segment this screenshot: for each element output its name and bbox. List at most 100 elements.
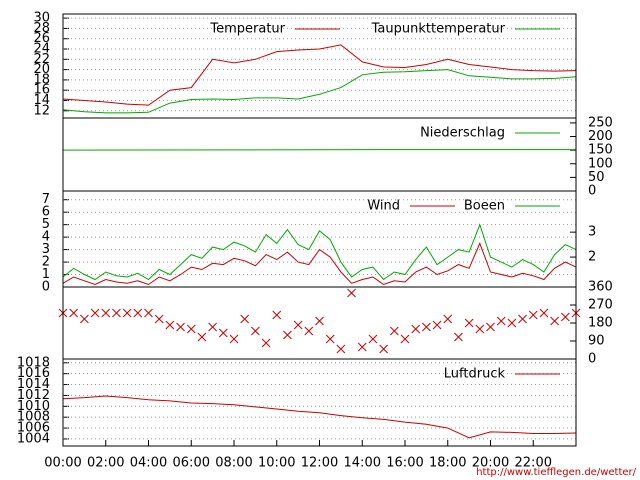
x-tick-label: 16:00: [386, 456, 423, 471]
point: [325, 334, 335, 344]
y-tick-label: 1014: [17, 377, 50, 392]
y-tick-label: 360: [588, 280, 613, 295]
point: [69, 308, 79, 318]
series-line: [62, 395, 577, 439]
y-tick-label: 18: [33, 72, 50, 87]
y-tick-label: 1010: [17, 399, 50, 414]
point: [496, 316, 506, 326]
point: [112, 308, 121, 318]
point: [528, 310, 538, 320]
y-tick-label: 50: [588, 170, 605, 185]
series-line: [62, 242, 577, 286]
y-tick-label: 24: [33, 42, 50, 57]
y-tick-label: 6: [42, 205, 50, 220]
y-tick-label: 3: [42, 242, 50, 257]
point: [229, 334, 239, 344]
point: [101, 308, 111, 318]
y-tick-label: 180: [588, 316, 613, 331]
y-tick-label: 20: [33, 62, 50, 77]
y-tick-label: 4: [42, 230, 50, 245]
y-tick-label: 1012: [17, 388, 50, 403]
y2-tick-label: 2: [588, 250, 596, 265]
point: [261, 338, 271, 348]
point: [486, 322, 495, 332]
point: [144, 308, 153, 318]
y-tick-label: 1: [42, 267, 50, 282]
point: [347, 288, 356, 298]
y-tick-label: 7: [42, 192, 50, 207]
point: [304, 326, 314, 336]
x-tick-label: 14:00: [344, 456, 381, 471]
y-tick-label: 270: [588, 298, 613, 313]
y-tick-label: 250: [588, 115, 613, 130]
series-line: [62, 223, 577, 281]
legend-label: Temperatur: [209, 22, 285, 37]
point: [240, 314, 250, 324]
point: [176, 322, 185, 332]
y-tick-label: 5: [42, 217, 50, 232]
point: [422, 322, 431, 332]
point: [122, 308, 132, 318]
point: [411, 324, 421, 334]
series-line: [62, 149, 576, 151]
x-tick-label: 12:00: [301, 456, 338, 471]
y-tick-label: 100: [588, 156, 613, 171]
point: [357, 342, 367, 352]
point: [389, 326, 399, 336]
point: [379, 344, 388, 354]
legend-label: Luftdruck: [444, 367, 506, 382]
point: [208, 322, 217, 332]
point: [539, 308, 549, 318]
y-tick-label: 22: [33, 52, 50, 67]
y-tick-label: 200: [588, 129, 613, 144]
legend-label: Boeen: [464, 199, 505, 214]
y-tick-label: 1004: [17, 431, 50, 446]
point: [251, 326, 260, 336]
x-tick-label: 10:00: [258, 456, 295, 471]
y-tick-label: 14: [33, 93, 50, 108]
y2-tick-label: 3: [588, 225, 596, 240]
point: [197, 332, 207, 342]
point: [293, 320, 303, 330]
point: [336, 344, 346, 354]
point: [165, 320, 175, 330]
point: [560, 312, 570, 322]
point: [368, 334, 378, 344]
point: [507, 318, 517, 328]
x-tick-label: 04:00: [130, 456, 167, 471]
y-tick-label: 28: [33, 21, 50, 36]
x-tick-label: 06:00: [173, 456, 210, 471]
footer-link: http://www.tiefflegen.de/wetter/: [476, 467, 636, 478]
y-tick-label: 1008: [17, 410, 50, 425]
x-tick-label: 08:00: [215, 456, 252, 471]
y-tick-label: 0: [42, 280, 50, 295]
y-tick-label: 1018: [17, 355, 50, 370]
point: [218, 328, 228, 338]
y-tick-label: 16: [33, 83, 50, 98]
legend-label: Wind: [367, 199, 400, 214]
point: [443, 314, 453, 324]
legend-label: Taupunkttemperatur: [371, 22, 506, 37]
y-tick-label: 1006: [17, 421, 50, 436]
legend-label: Niederschlag: [420, 126, 505, 141]
point: [283, 330, 292, 340]
x-tick-label: 02:00: [87, 456, 124, 471]
point: [186, 324, 196, 334]
point: [432, 320, 442, 330]
x-tick-label: 00:00: [44, 456, 81, 471]
point: [154, 314, 164, 324]
y-tick-label: 150: [588, 143, 613, 158]
point: [80, 314, 89, 324]
y-tick-label: 30: [33, 11, 50, 26]
y-tick-label: 12: [33, 103, 50, 118]
point: [464, 318, 474, 328]
y-tick-label: 26: [33, 31, 50, 46]
point: [90, 308, 100, 318]
x-tick-label: 20:00: [472, 456, 509, 471]
x-tick-label: 18:00: [429, 456, 466, 471]
panel-frame: [62, 358, 577, 447]
point: [272, 310, 282, 320]
y-tick-label: 2: [42, 255, 50, 270]
point: [454, 332, 463, 342]
